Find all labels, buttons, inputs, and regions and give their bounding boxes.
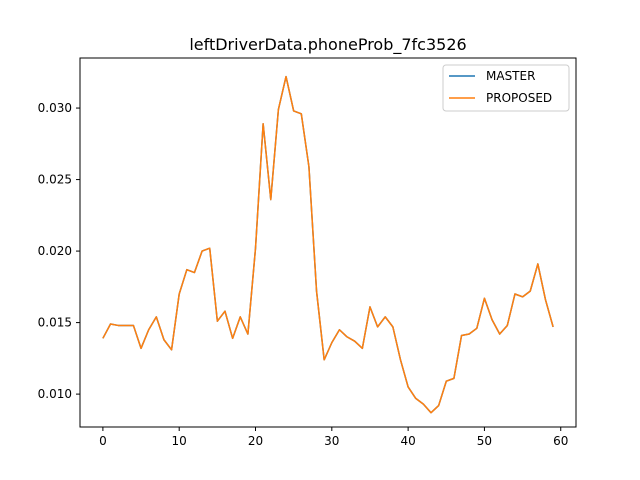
x-tick-label: 0 [99, 434, 107, 448]
series-line-proposed [102, 75, 554, 414]
x-tick-label: 40 [400, 434, 415, 448]
plot-area [102, 75, 554, 414]
x-tick-label: 50 [477, 434, 492, 448]
y-tick-label: 0.025 [38, 173, 72, 187]
legend-label-proposed: PROPOSED [486, 91, 552, 105]
legend: MASTER PROPOSED [442, 64, 570, 112]
x-tick-label: 30 [324, 434, 339, 448]
axes-frame [79, 57, 577, 428]
legend-label-master: MASTER [486, 69, 535, 83]
x-tick-label: 20 [248, 434, 263, 448]
axis-ticks: 0 10 20 30 40 50 60 0.010 0.015 0.020 0.025 0.030 [38, 101, 569, 448]
x-tick-label: 10 [172, 434, 187, 448]
y-tick-label: 0.030 [38, 101, 72, 115]
x-tick-label: 60 [553, 434, 568, 448]
y-tick-label: 0.015 [38, 316, 72, 330]
chart-title: leftDriverData.phoneProb_7fc3526 [189, 35, 466, 55]
y-tick-label: 0.020 [38, 244, 72, 258]
y-tick-label: 0.010 [38, 387, 72, 401]
